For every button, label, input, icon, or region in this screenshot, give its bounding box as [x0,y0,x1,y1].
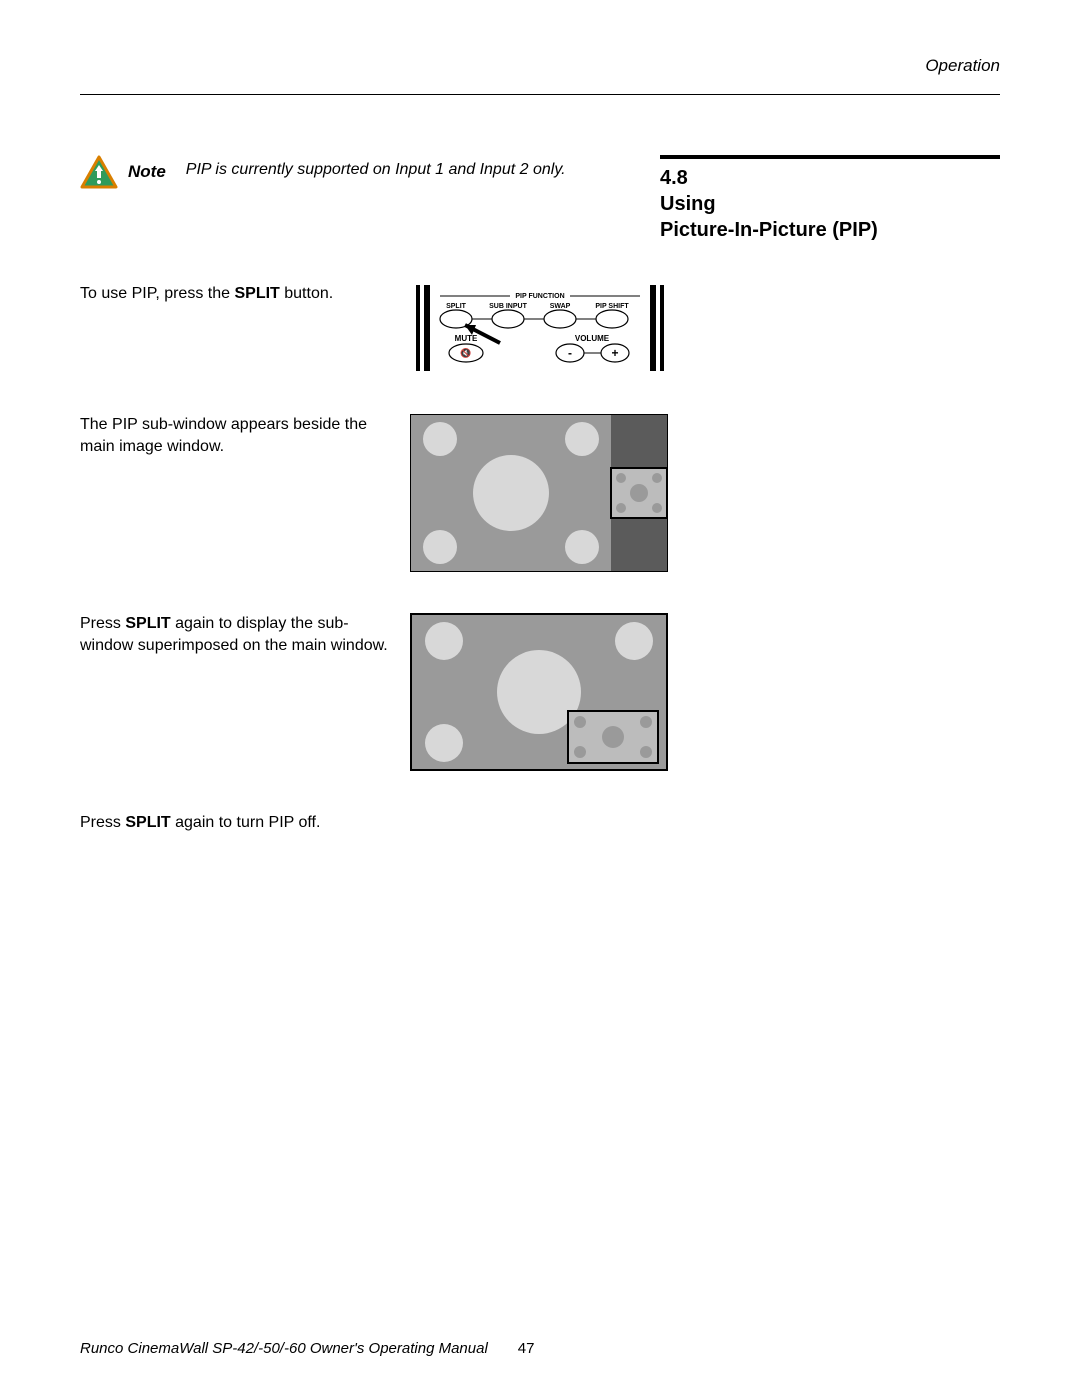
note-label: Note [128,162,166,182]
svg-text:🔇: 🔇 [460,347,471,358]
step-2-pre: The PIP sub-window appears beside the ma… [80,416,367,455]
pip-beside-illustration [410,414,668,577]
remote-btn2-label: SUB INPUT [489,303,527,310]
remote-volume-label: VOLUME [575,334,610,343]
header-section-label: Operation [80,56,1000,76]
step-3-text: Press SPLIT again to display the sub-win… [80,613,410,656]
step-4-text: Press SPLIT again to turn PIP off. [80,812,410,834]
pip-overlay-illustration [410,613,668,776]
section-title-2: Picture-In-Picture (PIP) [660,217,1000,243]
remote-mute-label: MUTE [455,334,478,343]
step-2-text: The PIP sub-window appears beside the ma… [80,414,410,457]
warning-icon [80,155,118,189]
step-1-text: To use PIP, press the SPLIT button. [80,283,410,305]
remote-plus: + [611,346,618,360]
footer-manual-title: Runco CinemaWall SP-42/-50/-60 Owner's O… [80,1340,488,1357]
header-rule [80,94,1000,95]
section-number: 4.8 [660,165,1000,191]
note-text: PIP is currently supported on Input 1 an… [186,155,640,179]
remote-minus: - [568,346,572,360]
footer-page-number: 47 [518,1340,535,1357]
note-block: Note [80,155,166,189]
remote-btn3-label: SWAP [550,303,571,310]
section-heading: 4.8 Using Picture-In-Picture (PIP) [660,155,1000,243]
step-4-post: again to turn PIP off. [171,814,321,831]
remote-illustration: PIP FUNCTION SPLIT SUB INPUT SWAP PIP SH… [410,283,670,378]
page-footer: Runco CinemaWall SP-42/-50/-60 Owner's O… [80,1340,1000,1357]
step-3-pre: Press [80,615,125,632]
step-4-bold: SPLIT [125,814,170,831]
step-1-pre: To use PIP, press the [80,285,234,302]
remote-btn4-label: PIP SHIFT [595,303,629,310]
step-1-bold: SPLIT [234,285,279,302]
remote-header: PIP FUNCTION [515,293,564,300]
step-1-post: button. [280,285,333,302]
section-title-1: Using [660,191,1000,217]
step-3-bold: SPLIT [125,615,170,632]
step-4-pre: Press [80,814,125,831]
remote-btn1-label: SPLIT [446,303,467,310]
